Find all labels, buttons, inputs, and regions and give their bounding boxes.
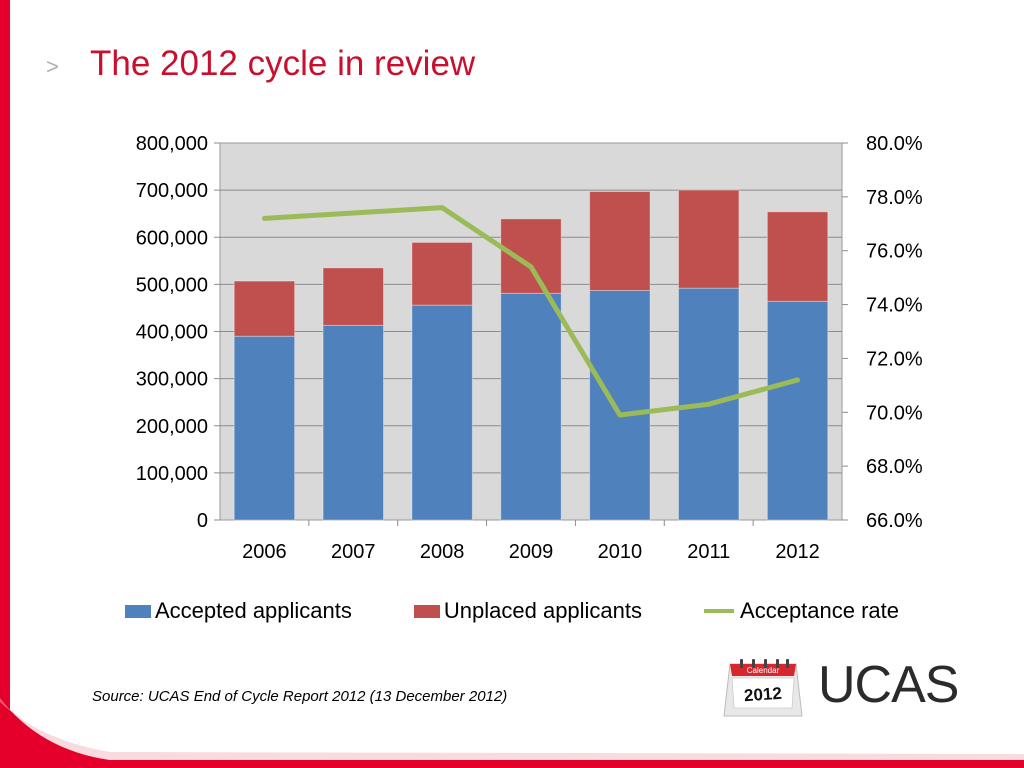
- title-chevron: >: [46, 54, 59, 79]
- legend-swatch-unplaced: [413, 604, 440, 618]
- x-axis-tick-label: 2011: [687, 541, 730, 563]
- bar-unplaced: [322, 267, 384, 326]
- legend-item-accepted: Accepted applicants: [124, 598, 352, 624]
- left-axis-tick-label: 200,000: [136, 416, 208, 438]
- chart-legend: Accepted applicants Unplaced applicants …: [0, 598, 1024, 624]
- x-axis-tick-label: 2010: [598, 541, 643, 563]
- left-accent-stripe: [0, 0, 10, 768]
- right-axis-tick-label: 70.0%: [866, 402, 923, 424]
- left-axis-tick-label: 600,000: [136, 227, 208, 249]
- right-axis-tick-label: 68.0%: [866, 456, 923, 478]
- right-axis-tick-label: 66.0%: [866, 510, 923, 532]
- right-axis-tick-label: 76.0%: [866, 241, 923, 263]
- legend-label-accepted: Accepted applicants: [154, 598, 352, 623]
- legend-line-acceptance-rate: [704, 609, 735, 613]
- acceptance-rate-line: [261, 205, 801, 418]
- bar-accepted: [411, 304, 473, 521]
- x-axis-tick-label: 2007: [331, 541, 376, 563]
- corner-swoosh-decoration: [0, 698, 1024, 768]
- left-axis-tick-label: 100,000: [136, 463, 208, 485]
- left-axis-tick-label: 0: [197, 510, 208, 532]
- bar-accepted: [766, 300, 829, 521]
- bar-unplaced: [233, 280, 296, 337]
- bar-unplaced: [411, 241, 473, 306]
- calendar-year: 2012: [743, 684, 782, 706]
- bar-unplaced: [766, 211, 829, 302]
- page-title: The 2012 cycle in review: [90, 44, 476, 83]
- bar-unplaced: [589, 191, 651, 292]
- legend-label-unplaced: Unplaced applicants: [443, 598, 643, 623]
- left-axis-tick-label: 400,000: [136, 322, 208, 344]
- bar-accepted: [500, 292, 562, 521]
- combo-chart: 0 100,000 200,000 300,000 400,000 500,000 600,…: [136, 133, 923, 563]
- x-axis-tick-label: 2006: [242, 541, 287, 563]
- right-axis-tick-label: 74.0%: [866, 295, 923, 317]
- right-axis-tick-label: 72.0%: [866, 348, 923, 370]
- left-axis-tick-label: 700,000: [136, 180, 208, 202]
- x-axis-tick-label: 2009: [509, 541, 554, 563]
- legend-item-unplaced: Unplaced applicants: [386, 598, 642, 624]
- bar-accepted: [589, 290, 651, 521]
- ucas-logo: UCAS: [818, 656, 959, 714]
- legend-label-acceptance-rate: Acceptance rate: [740, 598, 900, 623]
- bar-accepted: [322, 324, 384, 521]
- bar-unplaced: [678, 189, 740, 289]
- x-axis-tick-label: 2012: [775, 541, 820, 563]
- source-note: Source: UCAS End of Cycle Report 2012 (1…: [92, 688, 508, 705]
- calendar-word: Calendar: [747, 666, 780, 675]
- x-axis-tick-label: 2008: [420, 541, 465, 563]
- left-axis-tick-label: 300,000: [136, 369, 208, 391]
- bar-accepted: [233, 335, 296, 521]
- legend-swatch-accepted: [124, 604, 151, 618]
- right-axis-tick-label: 80.0%: [866, 133, 923, 155]
- calendar-2012-logo: Calendar 2012: [723, 659, 803, 717]
- legend-item-acceptance-rate: Acceptance rate: [676, 598, 899, 624]
- left-axis-tick-label: 800,000: [136, 133, 208, 155]
- left-axis-tick-label: 500,000: [136, 274, 208, 296]
- right-axis-tick-label: 78.0%: [866, 187, 923, 209]
- bar-unplaced: [500, 218, 562, 294]
